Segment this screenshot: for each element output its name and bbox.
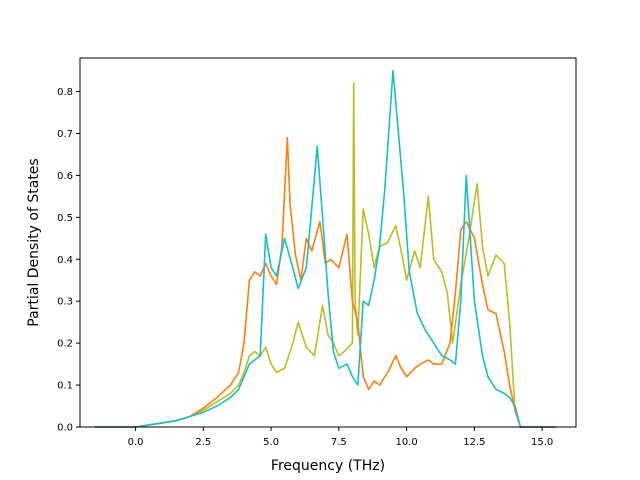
y-tick-label: 0.7 xyxy=(57,129,73,140)
y-tick-label: 0.3 xyxy=(57,297,73,308)
x-tick-label: 15.0 xyxy=(531,437,553,448)
series-line-1 xyxy=(94,82,556,428)
x-tick-label: 0.0 xyxy=(128,437,144,448)
x-tick-label: 2.5 xyxy=(195,437,211,448)
y-tick-label: 0.0 xyxy=(57,423,73,434)
x-tick-label: 7.5 xyxy=(331,437,347,448)
y-tick-label: 0.4 xyxy=(57,255,73,266)
x-tick-label: 10.0 xyxy=(395,437,417,448)
y-tick-label: 0.8 xyxy=(57,87,73,98)
series-line-2 xyxy=(94,136,556,428)
x-tick-label: 5.0 xyxy=(263,437,279,448)
x-axis-label: Frequency (THz) xyxy=(271,458,385,474)
y-tick-label: 0.6 xyxy=(57,171,73,182)
y-tick-label: 0.2 xyxy=(57,339,73,350)
ticks-layer: 0.0 2.5 5.0 7.5 10.0 12.5 15.0 0.0 0.1 0.2 0.3 0.4 0… xyxy=(57,87,553,448)
x-tick-label: 12.5 xyxy=(463,437,485,448)
series-line-3 xyxy=(94,69,556,428)
y-tick-label: 0.1 xyxy=(57,381,73,392)
y-tick-label: 0.5 xyxy=(57,213,73,224)
plot-frame xyxy=(79,57,577,428)
series-layer xyxy=(94,69,556,428)
y-axis-label: Partial Density of States xyxy=(26,158,42,326)
